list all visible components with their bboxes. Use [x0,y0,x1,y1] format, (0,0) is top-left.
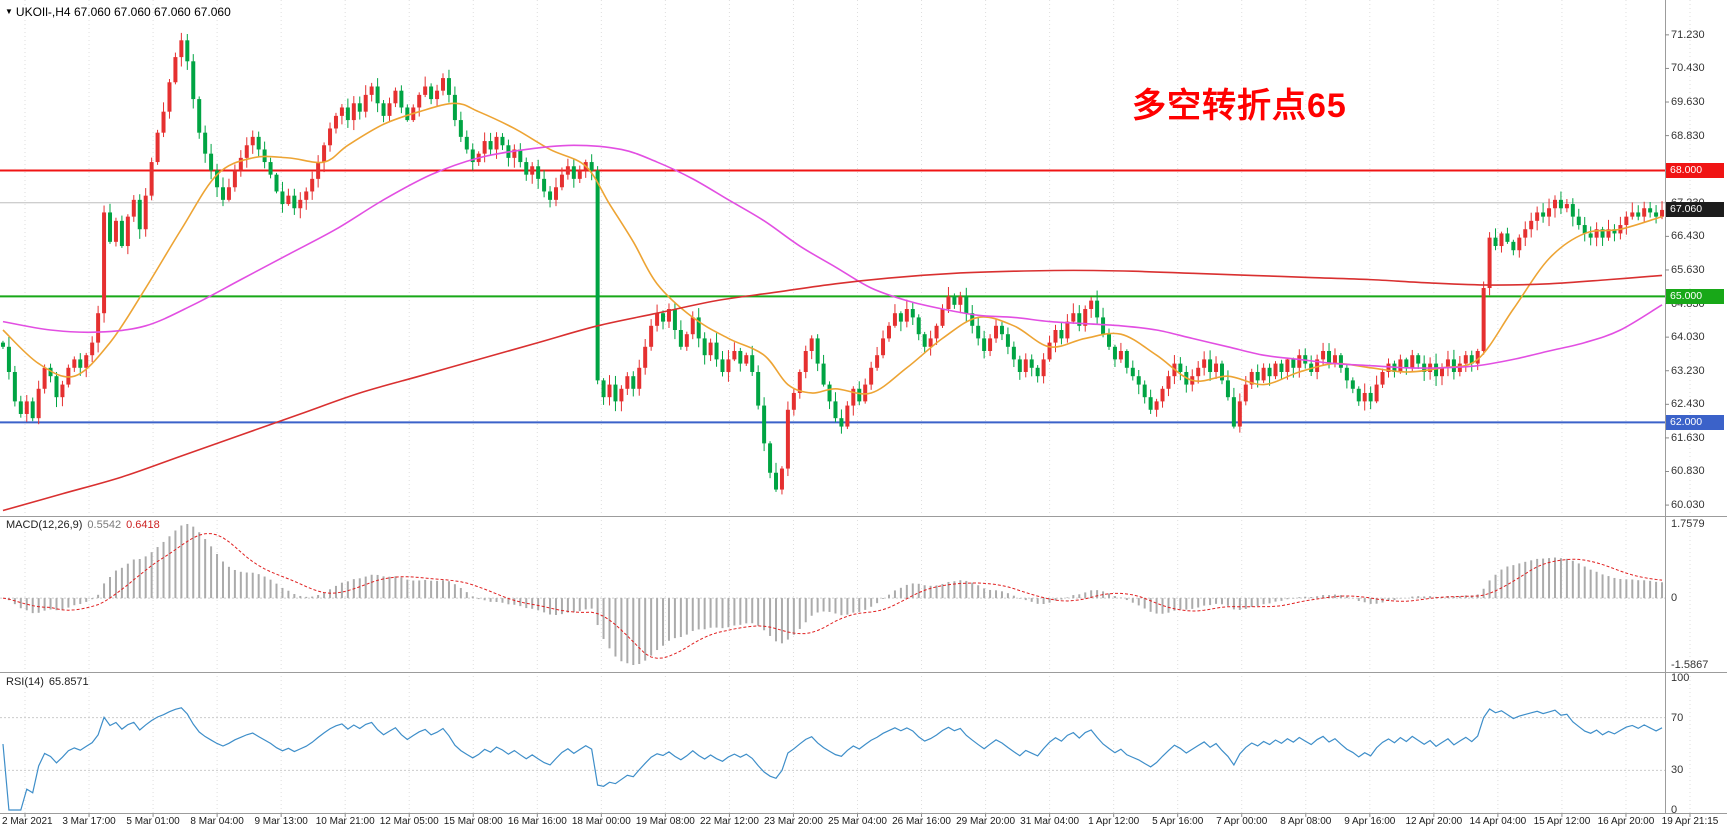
time-axis-label: 29 Mar 20:00 [956,816,1016,827]
macd-params: MACD(12,26,9) [6,519,83,531]
moving-averages-layer [2,102,1663,512]
time-axis-label: 1 Apr 12:00 [1088,816,1140,827]
price-tick-label: 60.830 [1671,465,1705,478]
price-badge: 68.000 [1666,162,1724,178]
price-tick-label: 61.630 [1671,431,1705,444]
rsi-axis-label: 70 [1671,711,1684,724]
time-axis-label: 10 Mar 21:00 [315,816,375,827]
price-tick-label: 71.230 [1671,28,1705,41]
price-tick-label: 65.630 [1671,263,1705,276]
chart-symbol-header: ▼ UKOIl-,H4 67.060 67.060 67.060 67.060 [5,5,231,19]
macd-axis-label: 1.7579 [1671,518,1705,530]
time-axis-label: 14 Apr 04:00 [1469,816,1527,827]
time-axis-label: 25 Mar 04:00 [828,816,887,827]
price-badge: 67.060 [1666,202,1724,218]
price-tick-label: 69.630 [1671,96,1705,109]
price-tick-label: 62.430 [1671,398,1705,411]
time-axis-label: 19 Apr 21:15 [1661,816,1719,827]
time-axis-label: 9 Apr 16:00 [1344,816,1396,827]
candles-layer [0,32,1665,495]
ma-slow-line [2,269,1663,512]
time-axis-label: 5 Apr 16:00 [1152,816,1204,827]
time-axis-label: 12 Mar 05:00 [379,816,439,827]
rsi-value: 65.8571 [48,676,89,688]
ohlc-values: 67.060 67.060 67.060 67.060 [73,5,231,19]
symbol-dropdown-icon[interactable]: ▼ [5,7,13,16]
time-axis-label: 26 Mar 16:00 [892,816,951,827]
time-axis-label: 23 Mar 20:00 [763,816,823,827]
rsi-axis-label: 100 [1671,672,1690,684]
time-axis-label: 2 Mar 2021 [2,816,53,827]
price-tick-label: 60.030 [1671,499,1705,512]
frame-layer [0,0,1727,814]
time-axis-label: 12 Apr 20:00 [1405,816,1463,827]
time-axis-label: 3 Mar 17:00 [62,816,116,827]
price-tick-label: 66.430 [1671,230,1705,243]
time-axis-label: 19 Mar 08:00 [635,816,695,827]
time-axis-label: 16 Apr 20:00 [1597,816,1655,827]
price-badge: 62.000 [1666,414,1724,430]
rsi-params: RSI(14) [6,676,44,688]
time-axis-label: 8 Mar 04:00 [190,816,244,827]
grid-layer [24,0,1691,817]
price-tick-label: 68.830 [1671,129,1705,142]
time-axis-label: 16 Mar 16:00 [507,816,567,827]
macd-layer [0,524,1665,665]
price-tick-label: 70.430 [1671,62,1705,75]
rsi-axis-label: 0 [1671,804,1678,816]
time-axis-label: 15 Mar 08:00 [443,816,503,827]
price-tick-label: 63.230 [1671,364,1705,377]
symbol-timeframe-label: UKOIl-,H4 [15,5,71,19]
macd-axis-label: 0 [1671,592,1678,605]
macd-main-value: 0.5542 [87,519,122,531]
macd-axis-label: -1.5867 [1671,659,1709,671]
time-axis-label: 9 Mar 13:00 [254,816,308,827]
time-axis-label: 15 Apr 12:00 [1533,816,1591,827]
macd-indicator-label: MACD(12,26,9) 0.5542 0.6418 [6,519,165,531]
chart-annotation: 多空转折点65 [1132,87,1347,125]
macd-signal-value: 0.6418 [126,519,160,531]
horizontal-lines-layer [0,169,1665,424]
time-axis-label: 22 Mar 12:00 [699,816,759,827]
price-tick-label: 64.030 [1671,331,1705,344]
time-axis-label: 5 Mar 01:00 [126,816,180,827]
time-axis-label: 18 Mar 00:00 [571,816,631,827]
rsi-axis-label: 30 [1671,764,1684,777]
ma-medium-line [2,144,1663,369]
time-axis-label: 8 Apr 08:00 [1280,816,1332,827]
rsi-indicator-label: RSI(14) 65.8571 [6,676,94,688]
time-axis-label: 7 Apr 00:00 [1216,816,1268,827]
price-badge: 65.000 [1666,288,1724,304]
time-axis-label: 31 Mar 04:00 [1020,816,1080,827]
rsi-layer [0,707,1665,811]
ma-fast-line [2,102,1663,395]
